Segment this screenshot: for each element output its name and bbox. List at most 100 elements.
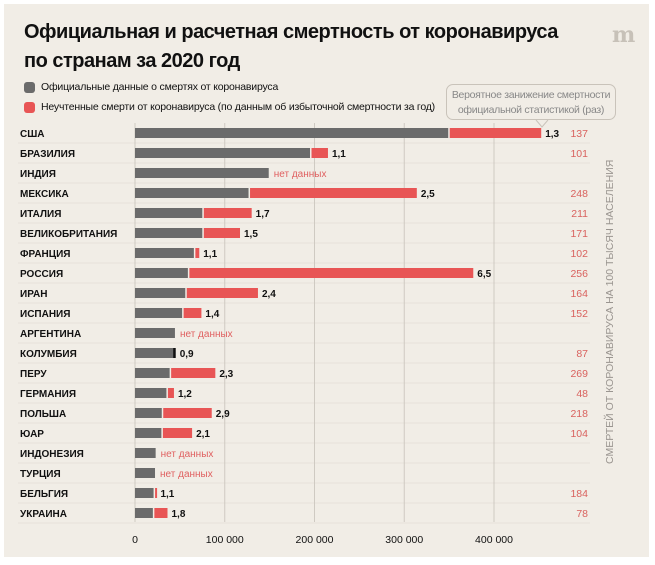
- legend-swatch-red: [24, 101, 35, 113]
- bar-official: [135, 508, 153, 518]
- deaths-per-100k-value: 78: [576, 508, 588, 520]
- bar-excess: [155, 488, 158, 498]
- bar-label: 2,5: [421, 189, 435, 200]
- country-label: ИНДОНЕЗИЯ: [20, 449, 84, 460]
- annotation-line-1: Вероятное занижение смертности: [451, 89, 611, 101]
- bar-label: 1,2: [178, 389, 192, 400]
- deaths-per-100k-value: 104: [570, 428, 588, 440]
- deaths-per-100k-value: 184: [570, 488, 588, 500]
- bar-official: [135, 488, 154, 498]
- country-label: АРГЕНТИНА: [20, 329, 81, 340]
- callout-pointer: [535, 119, 549, 128]
- bar-excess: [163, 408, 212, 418]
- bar-label: 1,1: [332, 149, 346, 160]
- country-label: ПЕРУ: [20, 369, 47, 380]
- bar-label: 1,3: [545, 129, 559, 140]
- country-label: ИСПАНИЯ: [20, 309, 70, 320]
- bar-label: нет данных: [160, 469, 213, 480]
- bar-excess: [311, 148, 328, 158]
- country-label: ГЕРМАНИЯ: [20, 389, 76, 400]
- deaths-per-100k-value: 152: [570, 308, 588, 320]
- bar-official: [135, 308, 183, 318]
- bar-label: 1,4: [205, 309, 219, 320]
- bar-label: 1,7: [256, 209, 270, 220]
- bar-official: [135, 268, 188, 278]
- country-label: ИНДИЯ: [20, 169, 56, 180]
- annotation-line-2: официальной статистикой (раз): [457, 104, 605, 116]
- bar-excess: [167, 388, 174, 398]
- bar-excess: [203, 228, 241, 238]
- bar-official: [135, 188, 249, 198]
- deaths-per-100k-value: 87: [576, 348, 588, 360]
- bar-official: [135, 208, 203, 218]
- country-label: ЮАР: [20, 429, 44, 440]
- bar-label: 1,1: [203, 249, 217, 260]
- bar-official: [135, 148, 311, 158]
- deaths-per-100k-value: 101: [570, 148, 588, 160]
- bar-label: 2,3: [219, 369, 233, 380]
- x-tick-label: 400 000: [475, 534, 513, 546]
- deaths-per-100k-value: 137: [570, 128, 588, 140]
- country-label: ПОЛЬША: [20, 409, 66, 420]
- legend-label: Официальные данные о смертях от коронави…: [41, 81, 279, 93]
- country-label: КОЛУМБИЯ: [20, 349, 77, 360]
- bar-official: [135, 348, 175, 358]
- country-label: ИРАН: [20, 289, 47, 300]
- logo-icon: m: [612, 22, 636, 48]
- chart-card: Официальная и расчетная смертность от ко…: [4, 4, 649, 557]
- title-line-2: по странам за 2020 год: [24, 50, 240, 72]
- bar-excess: [250, 188, 417, 198]
- bar-official: [135, 168, 269, 178]
- bar-excess: [189, 268, 474, 278]
- x-tick-label: 200 000: [296, 534, 334, 546]
- deaths-per-100k-value: 171: [570, 228, 588, 240]
- bar-excess: [195, 248, 200, 258]
- country-label: ВЕЛИКОБРИТАНИЯ: [20, 229, 117, 240]
- bar-official: [135, 388, 167, 398]
- country-label: РОССИЯ: [20, 269, 63, 280]
- bar-official: [135, 288, 186, 298]
- country-label: БРАЗИЛИЯ: [20, 149, 75, 160]
- bar-official: [135, 428, 162, 438]
- bar-excess: [186, 288, 258, 298]
- country-label: УКРАИНА: [20, 509, 67, 520]
- bar-label: 2,9: [216, 409, 230, 420]
- bar-official: [135, 448, 156, 458]
- deaths-per-100k-value: 248: [570, 188, 588, 200]
- bar-label: 2,1: [196, 429, 210, 440]
- chart-title: Официальная и расчетная смертность от ко…: [24, 18, 594, 76]
- bar-marker: [173, 348, 176, 358]
- country-label: БЕЛЬГИЯ: [20, 489, 68, 500]
- country-label: ТУРЦИЯ: [20, 469, 61, 480]
- bar-label: 0,9: [180, 349, 194, 360]
- bar-official: [135, 368, 170, 378]
- bar-label: 1,1: [160, 489, 174, 500]
- bar-label: 6,5: [477, 269, 491, 280]
- bar-excess: [183, 308, 202, 318]
- bar-excess: [171, 368, 216, 378]
- x-tick-label: 300 000: [385, 534, 423, 546]
- bar-label: 1,8: [171, 509, 185, 520]
- x-tick-label: 0: [132, 534, 138, 546]
- deaths-per-100k-value: 164: [570, 288, 588, 300]
- bar-excess: [162, 428, 193, 438]
- bar-excess: [449, 128, 542, 138]
- deaths-per-100k-value: 256: [570, 268, 588, 280]
- annotation-callout: Вероятное занижение смертности официальн…: [446, 84, 616, 120]
- legend-label: Неучтенные смерти от коронавируса (по да…: [41, 101, 435, 113]
- bar-label: нет данных: [180, 329, 233, 340]
- bar-official: [135, 248, 194, 258]
- bar-excess: [154, 508, 168, 518]
- bar-official: [135, 328, 175, 338]
- bar-official: [135, 408, 162, 418]
- country-label: США: [20, 129, 45, 140]
- deaths-per-100k-value: 102: [570, 248, 588, 260]
- deaths-per-100k-value: 48: [576, 388, 588, 400]
- bar-label: 1,5: [244, 229, 258, 240]
- bar-official: [135, 128, 449, 138]
- deaths-per-100k-value: 218: [570, 408, 588, 420]
- bar-official: [135, 228, 203, 238]
- country-label: МЕКСИКА: [20, 189, 69, 200]
- bar-label: 2,4: [262, 289, 276, 300]
